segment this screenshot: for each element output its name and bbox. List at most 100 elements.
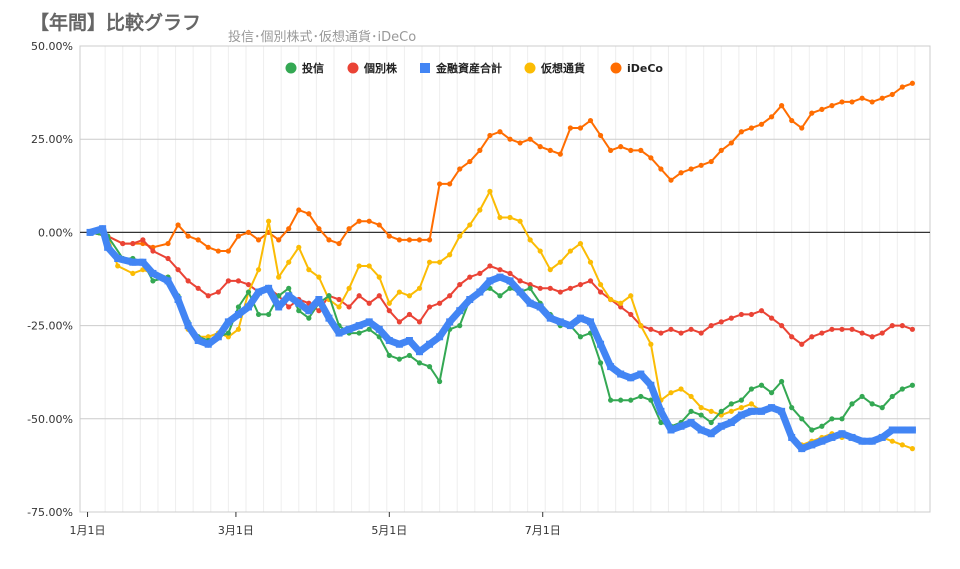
data-point xyxy=(376,222,382,228)
data-point xyxy=(426,237,433,243)
data-point xyxy=(336,240,342,247)
data-point xyxy=(235,278,242,284)
data-point xyxy=(205,244,211,250)
data-point xyxy=(576,314,584,322)
data-point xyxy=(235,233,242,239)
data-point xyxy=(628,147,634,153)
data-point xyxy=(426,340,434,348)
data-point xyxy=(537,248,543,254)
data-point xyxy=(507,214,513,221)
data-point xyxy=(185,278,191,284)
data-point xyxy=(667,426,675,434)
data-point xyxy=(457,166,463,172)
data-point xyxy=(406,293,413,299)
x-tick-label: 5月1日 xyxy=(371,524,407,537)
data-point xyxy=(708,419,714,426)
data-point xyxy=(688,408,694,414)
data-point xyxy=(638,393,644,400)
data-point xyxy=(859,393,865,400)
data-point xyxy=(245,281,252,288)
data-point xyxy=(567,285,573,291)
data-point xyxy=(265,284,273,292)
data-point xyxy=(335,329,343,337)
data-point xyxy=(487,132,493,139)
y-tick-label: 50.00% xyxy=(31,40,73,53)
data-point xyxy=(758,407,766,415)
data-point xyxy=(375,325,383,333)
data-point xyxy=(819,330,825,336)
data-point xyxy=(306,211,312,217)
data-point xyxy=(276,274,282,280)
legend-marker xyxy=(420,63,430,73)
data-point xyxy=(628,293,634,299)
chart-title: 【年間】比較グラフ xyxy=(30,12,202,34)
data-point xyxy=(597,289,604,295)
data-point xyxy=(839,416,845,422)
data-point xyxy=(678,386,684,392)
data-point xyxy=(587,278,594,284)
data-point xyxy=(849,326,855,332)
legend-marker xyxy=(610,62,622,74)
data-point xyxy=(697,426,705,434)
data-point xyxy=(688,326,694,332)
data-point xyxy=(727,419,735,427)
data-point xyxy=(748,311,755,318)
data-point xyxy=(638,147,644,153)
data-point xyxy=(728,315,734,321)
data-point xyxy=(618,300,624,306)
y-axis-ticks: 50.00% 25.00% 0.00% -25.00% -50.00% -75.00% xyxy=(27,40,73,519)
data-point xyxy=(487,263,493,269)
data-point xyxy=(899,84,905,90)
data-point xyxy=(140,237,146,243)
data-point xyxy=(476,288,484,296)
data-point xyxy=(899,386,905,392)
data-point xyxy=(225,330,231,336)
data-point xyxy=(416,285,423,291)
y-tick-label: 0.00% xyxy=(38,226,73,239)
legend-label: 仮想通貨 xyxy=(540,61,585,75)
data-point xyxy=(306,315,312,321)
x-tick-label: 7月1日 xyxy=(525,524,561,537)
data-point xyxy=(577,125,584,131)
data-point xyxy=(849,99,855,105)
data-point xyxy=(768,404,776,412)
data-point xyxy=(799,125,805,131)
data-point xyxy=(165,255,171,262)
data-point xyxy=(386,233,392,239)
data-point xyxy=(738,405,744,411)
y-tick-label: -75.00% xyxy=(27,506,73,519)
data-point xyxy=(889,393,895,400)
data-point xyxy=(678,330,684,336)
data-point xyxy=(879,330,885,336)
data-point xyxy=(577,240,584,247)
data-point xyxy=(406,237,413,243)
data-point xyxy=(828,433,836,441)
data-point xyxy=(355,322,363,330)
data-point xyxy=(356,263,362,269)
data-point xyxy=(316,226,322,232)
data-point xyxy=(115,263,121,269)
data-point xyxy=(477,147,483,153)
data-point xyxy=(245,289,252,295)
data-point xyxy=(527,281,533,288)
data-point xyxy=(617,370,625,378)
data-point xyxy=(899,323,905,329)
data-point xyxy=(366,263,372,269)
data-point xyxy=(356,218,362,224)
data-point xyxy=(547,267,553,273)
data-point xyxy=(909,326,915,332)
data-point xyxy=(477,207,483,213)
data-point xyxy=(386,300,392,306)
data-point xyxy=(597,132,604,139)
data-point xyxy=(386,308,392,314)
data-point xyxy=(788,433,796,441)
data-point xyxy=(898,426,906,434)
data-point xyxy=(497,267,503,273)
data-point xyxy=(869,334,875,340)
data-point xyxy=(799,341,805,347)
data-point xyxy=(234,310,242,318)
data-point xyxy=(195,237,201,243)
data-point xyxy=(296,207,302,213)
data-point xyxy=(888,426,896,434)
data-point xyxy=(447,293,453,299)
